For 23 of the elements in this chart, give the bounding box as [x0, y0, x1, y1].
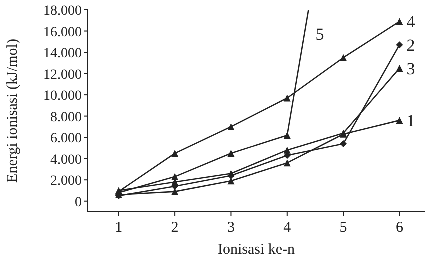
x-tick-label: 4	[284, 220, 292, 236]
series-label: 1	[406, 112, 416, 131]
y-tick-label: 8.000	[50, 110, 82, 126]
y-tick-label: 18.000	[44, 4, 82, 19]
x-tick-label: 6	[396, 220, 404, 236]
series-label: 4	[406, 12, 416, 32]
y-tick-label: 6.000	[50, 132, 82, 147]
y-axis-title: Energi ionisasi (kJ/mol)	[5, 39, 21, 183]
y-tick-label: 16.000	[44, 25, 82, 40]
y-tick-label: 12.000	[44, 68, 82, 83]
y-tick-label: 10.000	[44, 89, 82, 104]
y-tick-label: 14.000	[44, 46, 82, 62]
x-tick-label: 2	[171, 220, 179, 236]
y-tick-label: 4.000	[50, 152, 82, 168]
series-label: 2	[406, 36, 416, 56]
x-tick-label: 5	[340, 220, 348, 236]
x-tick-label: 3	[227, 220, 235, 236]
y-tick-label: 0	[75, 195, 82, 210]
x-tick-label: 1	[115, 220, 123, 236]
x-axis-title: Ionisasi ke-n	[218, 242, 296, 258]
series-label: 5	[316, 25, 324, 44]
series-label: 3	[406, 59, 416, 78]
y-tick-label: 2.000	[50, 174, 82, 190]
